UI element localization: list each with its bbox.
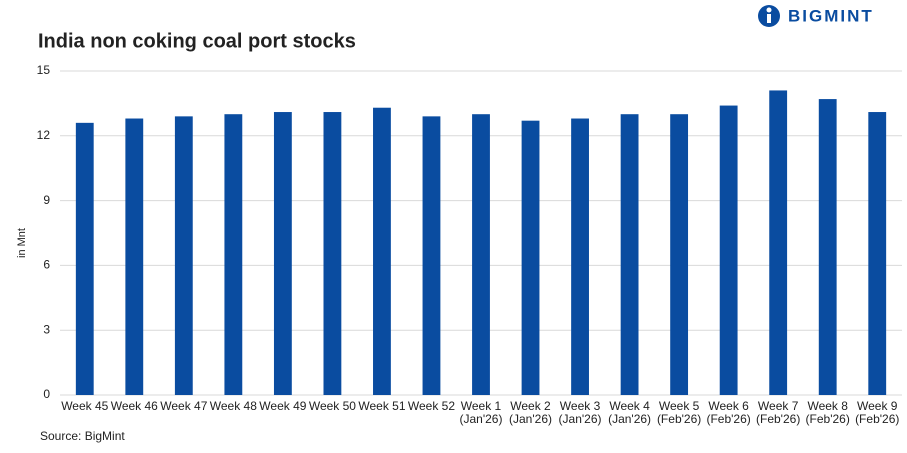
bar xyxy=(224,114,243,395)
bar xyxy=(868,112,887,395)
bar xyxy=(719,105,738,395)
bar xyxy=(472,114,490,395)
bar xyxy=(323,112,342,395)
y-tick-label: 3 xyxy=(43,322,50,336)
bar xyxy=(273,112,292,395)
bar xyxy=(174,116,193,396)
x-tick-label: Week 45 xyxy=(61,399,109,413)
x-tick-label: Week 9 (Feb'26) xyxy=(855,399,900,426)
bar xyxy=(818,99,837,395)
y-tick-label: 6 xyxy=(43,258,50,272)
y-axis-label: in Mnt xyxy=(16,228,28,258)
x-tick-label: Week 47 xyxy=(160,399,208,413)
logo-icon-bar xyxy=(767,14,771,23)
bar xyxy=(422,116,441,396)
x-tick-label: Week 48 xyxy=(209,399,257,413)
x-tick-label: Week 8 (Feb'26) xyxy=(805,399,850,426)
x-tick-label: Week 51 xyxy=(358,399,406,413)
logo: BIGMINT xyxy=(788,6,874,25)
bar xyxy=(620,114,639,395)
x-tick-label: Week 7 (Feb'26) xyxy=(756,399,801,426)
bar xyxy=(521,120,540,396)
y-tick-label: 12 xyxy=(37,128,51,142)
x-tick-label: Week 5 (Feb'26) xyxy=(656,399,702,426)
x-tick-label: Week 6 (Feb'26) xyxy=(706,399,751,426)
bar xyxy=(670,114,689,395)
x-tick-label: Week 1 (Jan'26) xyxy=(459,399,503,426)
bar xyxy=(769,90,788,395)
y-tick-label: 9 xyxy=(43,193,50,207)
bar xyxy=(125,118,144,396)
x-tick-label: Week 49 xyxy=(259,399,307,413)
bar xyxy=(75,122,94,395)
x-tick-label: Week 50 xyxy=(308,399,356,413)
x-tick-label: Week 52 xyxy=(407,399,456,413)
source: Source: BigMint xyxy=(40,429,125,443)
bar xyxy=(571,118,589,396)
y-tick-label: 0 xyxy=(43,387,50,401)
logo-icon-dot xyxy=(766,7,772,13)
x-tick-label: Week 4 (Jan'26) xyxy=(608,399,652,426)
x-tick-label: Week 3 (Jan'26) xyxy=(558,399,602,426)
x-tick-label: Week 2 (Jan'26) xyxy=(509,399,552,426)
bar xyxy=(373,107,391,395)
chart-title: India non coking coal port stocks xyxy=(38,30,356,52)
x-tick-label: Week 46 xyxy=(110,399,158,413)
y-tick-label: 15 xyxy=(37,63,51,77)
